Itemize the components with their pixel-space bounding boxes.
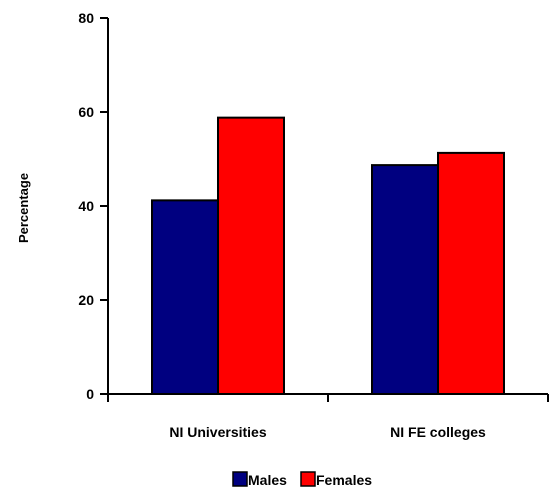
x-category-label: NI FE colleges <box>390 424 486 440</box>
legend-swatch-males <box>232 471 248 487</box>
legend-swatch-females <box>300 471 316 487</box>
chart-marks: 0 20 40 60 80 NI Universities NI FE colleges <box>78 10 549 440</box>
legend: Males Females <box>232 471 372 488</box>
y-axis-title: Percentage <box>16 173 31 243</box>
y-tick-label: 0 <box>86 386 94 402</box>
y-tick-label: 80 <box>78 10 94 26</box>
y-tick-label: 40 <box>78 198 94 214</box>
bar-females-0 <box>217 116 285 395</box>
y-tick-label: 60 <box>78 104 94 120</box>
legend-label-females: Females <box>316 472 372 488</box>
legend-label-males: Males <box>248 472 287 488</box>
y-tick-label: 20 <box>78 292 94 308</box>
bar-females-1 <box>437 151 505 395</box>
bar-males-1 <box>371 164 439 395</box>
x-category-label: NI Universities <box>169 424 266 440</box>
bar-males-0 <box>151 199 219 395</box>
